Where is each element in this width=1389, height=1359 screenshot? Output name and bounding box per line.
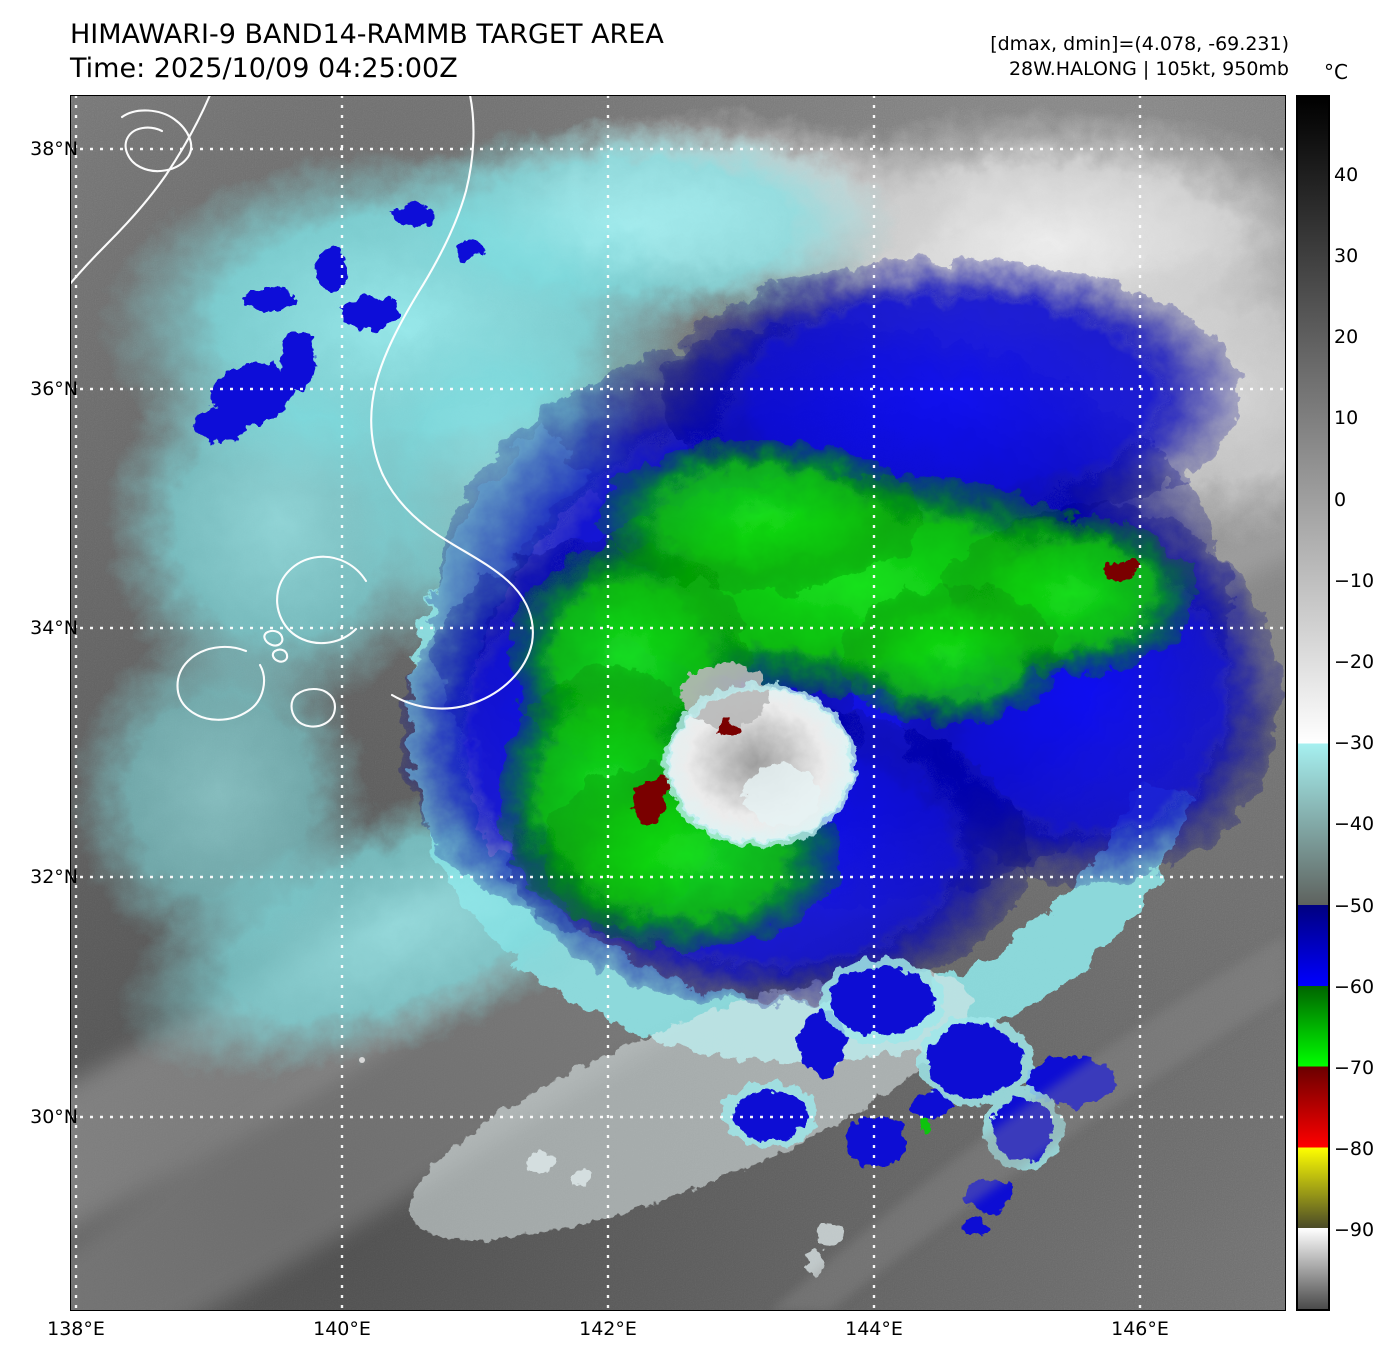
lon-label-140e: 140°E: [313, 1318, 371, 1340]
colorbar-tick-m30: −30: [1334, 732, 1375, 754]
colorbar-tick-m90: −90: [1334, 1219, 1375, 1241]
lat-label-34n: 34°N: [30, 617, 78, 639]
lat-label-36n: 36°N: [30, 378, 78, 400]
page-title: HIMAWARI-9 BAND14-RAMMB TARGET AREA: [70, 19, 664, 50]
lon-label-146e: 146°E: [1111, 1318, 1169, 1340]
colorbar-tick-0: 0: [1334, 489, 1347, 511]
satellite-imagery-svg: [70, 95, 1286, 1311]
colorbar: [1296, 95, 1330, 1311]
dmax-dmin-label: [dmax, dmin]=(4.078, -69.231): [990, 33, 1289, 55]
lon-label-144e: 144°E: [845, 1318, 903, 1340]
colorbar-tick-30: 30: [1334, 245, 1359, 267]
colorbar-tick-20: 20: [1334, 326, 1359, 348]
lon-label-138e: 138°E: [47, 1318, 105, 1340]
header-metadata-block: [dmax, dmin]=(4.078, -69.231) 28W.HALONG…: [990, 32, 1289, 82]
lat-label-30n: 30°N: [30, 1106, 78, 1128]
graticule: [70, 95, 1286, 1311]
colorbar-tick-m80: −80: [1334, 1138, 1375, 1160]
satellite-image-plot: Copyright © 2020-2025 Dapiya: [70, 95, 1286, 1311]
colorbar-gradient: [1298, 97, 1328, 1309]
header-title-block: HIMAWARI-9 BAND14-RAMMB TARGET AREA Time…: [70, 18, 664, 86]
lon-label-142e: 142°E: [579, 1318, 637, 1340]
storm-info-label: 28W.HALONG | 105kt, 950mb: [1008, 58, 1289, 80]
lat-label-38n: 38°N: [30, 138, 78, 160]
colorbar-unit-label: °C: [1324, 60, 1348, 84]
lat-label-32n: 32°N: [30, 866, 78, 888]
colorbar-tick-m50: −50: [1334, 895, 1375, 917]
colorbar-tick-m70: −70: [1334, 1057, 1375, 1079]
coastline: [70, 95, 534, 728]
colorbar-tick-m20: −20: [1334, 651, 1375, 673]
colorbar-tick-m10: −10: [1334, 570, 1375, 592]
colorbar-tick-m60: −60: [1334, 976, 1375, 998]
colorbar-tick-40: 40: [1334, 164, 1359, 186]
timestamp-label: Time: 2025/10/09 04:25:00Z: [70, 53, 458, 84]
colorbar-tick-10: 10: [1334, 407, 1359, 429]
colorbar-tick-m40: −40: [1334, 813, 1375, 835]
